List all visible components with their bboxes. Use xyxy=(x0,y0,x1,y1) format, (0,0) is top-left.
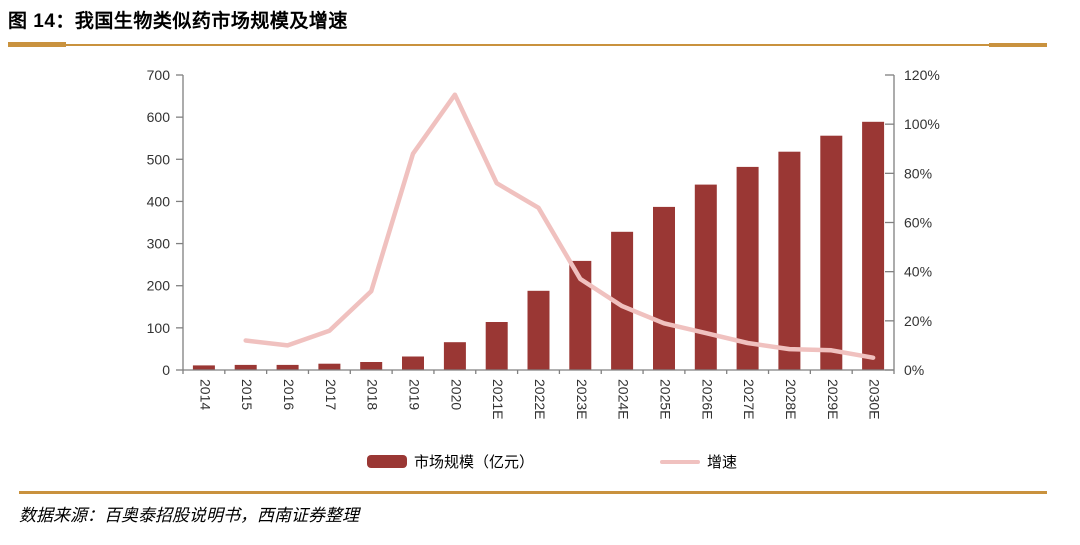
x-tick-label: 2024E xyxy=(616,379,632,419)
y-right-tick-label: 40% xyxy=(904,264,932,280)
bar-2018 xyxy=(360,362,383,370)
bar-2021E xyxy=(485,322,508,370)
bar-2020 xyxy=(443,342,466,370)
x-tick-label: 2030E xyxy=(867,379,883,419)
y-right-tick-label: 20% xyxy=(904,313,932,329)
bar-2015 xyxy=(234,364,257,370)
x-tick-label: 2028E xyxy=(783,379,799,419)
x-tick-label: 2021E xyxy=(490,379,506,419)
bar-2030E xyxy=(862,121,885,370)
y-right-tick-label: 100% xyxy=(904,116,940,132)
legend-item-market-size: 市场规模（亿元） xyxy=(366,451,534,472)
legend-bar-swatch xyxy=(366,455,407,468)
x-tick-label: 2022E xyxy=(532,379,548,419)
y-left-tick-label: 0 xyxy=(162,362,170,378)
y-right-tick-label: 0% xyxy=(904,362,924,378)
bar-2017 xyxy=(318,363,341,370)
x-tick-label: 2027E xyxy=(741,379,757,419)
x-tick-label: 2025E xyxy=(658,379,674,419)
x-tick-label: 2023E xyxy=(574,379,590,419)
bar-2024E xyxy=(611,231,634,370)
legend-line-label: 增速 xyxy=(707,454,738,471)
legend-bar-label: 市场规模（亿元） xyxy=(413,454,534,471)
x-tick-label: 2029E xyxy=(825,379,841,419)
bar-2014 xyxy=(192,365,215,370)
y-left-tick-label: 400 xyxy=(147,193,171,209)
y-right-tick-label: 120% xyxy=(904,67,940,83)
bar-2025E xyxy=(653,206,675,370)
title-rule-left-accent xyxy=(8,42,66,47)
y-left-tick-label: 100 xyxy=(147,320,171,336)
legend-line-swatch xyxy=(660,459,700,464)
y-left-tick-label: 600 xyxy=(147,109,171,125)
bar-2027E xyxy=(736,166,759,370)
x-tick-label: 2026E xyxy=(699,379,715,419)
title-rule-right-accent xyxy=(989,43,1047,47)
y-left-tick-label: 200 xyxy=(147,278,171,294)
x-tick-label: 2017 xyxy=(323,379,339,410)
footer-rule xyxy=(19,491,1047,494)
bar-2022E xyxy=(527,290,550,370)
x-tick-label: 2015 xyxy=(239,379,255,410)
y-right-tick-label: 60% xyxy=(904,215,932,231)
x-tick-label: 2019 xyxy=(407,379,423,410)
x-tick-label: 2020 xyxy=(448,379,464,410)
chart-legend: 市场规模（亿元） 增速 xyxy=(0,451,1080,472)
growth-line xyxy=(243,92,876,360)
y-left-tick-label: 300 xyxy=(147,236,171,252)
x-tick-label: 2014 xyxy=(197,379,213,410)
y-left-tick-label: 500 xyxy=(147,151,171,167)
y-right-tick-label: 80% xyxy=(904,165,932,181)
bar-2029E xyxy=(820,135,843,370)
legend-item-growth: 增速 xyxy=(660,451,737,472)
bar-2023E xyxy=(569,260,592,370)
x-tick-label: 2018 xyxy=(365,379,381,410)
figure-title: 图 14：我国生物类似药市场规模及增速 xyxy=(8,11,348,32)
bar-2016 xyxy=(276,364,299,370)
bar-2028E xyxy=(778,151,801,370)
title-rule xyxy=(8,44,1047,46)
bar-2019 xyxy=(402,356,424,370)
y-left-tick-label: 700 xyxy=(147,67,171,83)
source-note: 数据来源：百奥泰招股说明书，西南证券整理 xyxy=(19,506,359,525)
bar-2026E xyxy=(694,184,717,370)
x-tick-label: 2016 xyxy=(281,379,297,410)
